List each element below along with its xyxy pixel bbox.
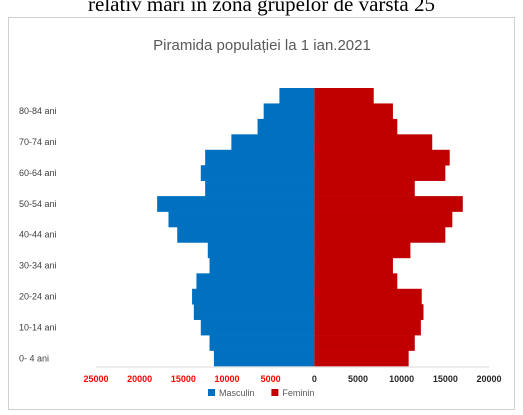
legend-swatch-masculin xyxy=(208,389,215,396)
bar-feminin-45-49-ani xyxy=(314,211,453,228)
bar-feminin-0-4-ani xyxy=(314,350,409,367)
bar-feminin-55-59-ani xyxy=(314,180,415,197)
bar-feminin-50-54-ani xyxy=(314,196,463,212)
bar-masculin-75-79-ani xyxy=(257,118,315,135)
bar-masculin-30-34-ani xyxy=(209,257,315,274)
bar-feminin-25-29-ani xyxy=(314,273,398,290)
bar-feminin-60-64-ani xyxy=(314,165,446,181)
bar-feminin-20-24-ani xyxy=(314,288,422,305)
legend-label-masculin: Masculin xyxy=(219,388,255,398)
x-tick-label: 15000 xyxy=(171,374,196,384)
x-tick-label: 10000 xyxy=(389,374,414,384)
bar-masculin-85+-ani xyxy=(279,88,315,104)
bar-masculin-55-59-ani xyxy=(205,180,315,197)
bar-feminin-70-74-ani xyxy=(314,134,433,151)
bar-masculin-50-54-ani xyxy=(157,196,315,212)
bar-feminin-10-14-ani xyxy=(314,319,421,336)
bar-masculin-5-9-ani xyxy=(209,335,315,351)
y-tick-label: 80-84 ani xyxy=(19,106,57,116)
y-tick-label: 10-14 ani xyxy=(19,322,57,332)
x-tick-label: 20000 xyxy=(127,374,152,384)
legend-swatch-feminin xyxy=(271,389,279,396)
x-tick-label: 5000 xyxy=(348,374,368,384)
bar-masculin-25-29-ani xyxy=(196,273,315,290)
bar-feminin-80-84-ani xyxy=(314,103,393,120)
bar-feminin-15-19-ani xyxy=(314,304,424,320)
y-tick-label: 30-34 ani xyxy=(19,261,57,271)
y-tick-label: 40-44 ani xyxy=(19,230,57,240)
y-tick-label: 70-74 ani xyxy=(19,137,57,147)
x-tick-label: 10000 xyxy=(214,374,239,384)
bar-masculin-80-84-ani xyxy=(263,103,315,120)
bar-masculin-40-44-ani xyxy=(177,227,315,243)
y-tick-label: 60-64 ani xyxy=(19,168,57,178)
page-caption: relativ mari în zona grupelor de vârstă … xyxy=(88,0,435,16)
x-tick-label: 20000 xyxy=(476,374,501,384)
x-tick-label: 0 xyxy=(312,374,317,384)
chart-title: Piramida populației la 1 ian.2021 xyxy=(153,37,371,54)
bar-masculin-45-49-ani xyxy=(168,211,315,228)
population-pyramid-chart: Piramida populației la 1 ian.2021 0- 4 an… xyxy=(8,17,515,410)
bar-feminin-75-79-ani xyxy=(314,118,398,135)
bar-feminin-65-69-ani xyxy=(314,149,450,166)
bar-masculin-20-24-ani xyxy=(192,288,315,305)
y-tick-label: 20-24 ani xyxy=(19,292,57,302)
y-tick-label: 50-54 ani xyxy=(19,199,57,209)
x-tick-label: 5000 xyxy=(261,374,281,384)
bar-feminin-35-39-ani xyxy=(314,242,411,259)
bar-feminin-40-44-ani xyxy=(314,227,446,243)
legend-label-feminin: Feminin xyxy=(282,388,314,398)
bar-feminin-30-34-ani xyxy=(314,257,393,274)
chart-svg: Piramida populației la 1 ian.2021 0- 4 an… xyxy=(19,37,502,398)
bar-feminin-85+-ani xyxy=(314,88,374,104)
bar-masculin-35-39-ani xyxy=(207,242,315,259)
y-tick-label: 0- 4 ani xyxy=(19,353,49,363)
bar-feminin-5-9-ani xyxy=(314,335,415,351)
bar-masculin-60-64-ani xyxy=(200,165,315,181)
bar-masculin-10-14-ani xyxy=(200,319,315,336)
bar-masculin-70-74-ani xyxy=(231,134,315,151)
bar-masculin-0-4-ani xyxy=(213,350,315,367)
bar-masculin-65-69-ani xyxy=(205,149,315,166)
bar-masculin-15-19-ani xyxy=(193,304,315,320)
x-tick-label: 25000 xyxy=(83,374,108,384)
x-tick-label: 15000 xyxy=(433,374,458,384)
